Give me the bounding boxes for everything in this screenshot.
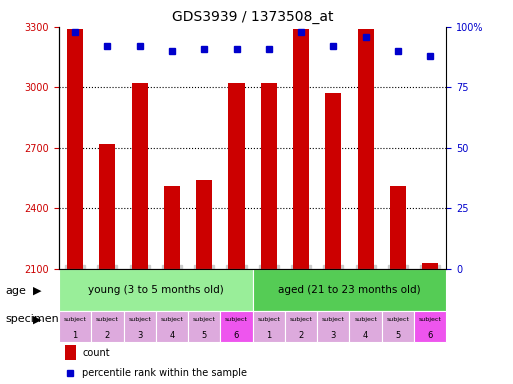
- Bar: [65, 345, 75, 361]
- Bar: [261, 83, 277, 269]
- Text: 4: 4: [169, 331, 174, 340]
- Text: subject: subject: [386, 317, 409, 322]
- Text: subject: subject: [290, 317, 312, 322]
- Bar: [196, 180, 212, 269]
- Bar: [132, 83, 148, 269]
- Bar: [293, 29, 309, 269]
- Text: percentile rank within the sample: percentile rank within the sample: [82, 368, 247, 378]
- Bar: [382, 311, 414, 342]
- Text: aged (21 to 23 months old): aged (21 to 23 months old): [278, 285, 421, 295]
- Text: subject: subject: [128, 317, 151, 322]
- Text: 5: 5: [396, 331, 401, 340]
- Bar: [156, 311, 188, 342]
- Bar: [414, 311, 446, 342]
- Bar: [325, 93, 342, 269]
- Text: 5: 5: [202, 331, 207, 340]
- Bar: [67, 29, 83, 269]
- Bar: [422, 263, 438, 269]
- Bar: [124, 311, 156, 342]
- Text: ▶: ▶: [33, 314, 42, 324]
- Text: specimen: specimen: [5, 314, 59, 324]
- Text: 4: 4: [363, 331, 368, 340]
- Text: subject: subject: [225, 317, 248, 322]
- Bar: [252, 269, 446, 311]
- Text: 2: 2: [299, 331, 304, 340]
- Bar: [317, 311, 349, 342]
- Bar: [100, 144, 115, 269]
- Bar: [252, 311, 285, 342]
- Text: age: age: [5, 286, 26, 296]
- Text: subject: subject: [96, 317, 119, 322]
- Text: subject: subject: [419, 317, 442, 322]
- Text: subject: subject: [161, 317, 184, 322]
- Text: 3: 3: [137, 331, 143, 340]
- Title: GDS3939 / 1373508_at: GDS3939 / 1373508_at: [172, 10, 333, 25]
- Text: ▶: ▶: [33, 286, 42, 296]
- Text: subject: subject: [64, 317, 87, 322]
- Text: young (3 to 5 months old): young (3 to 5 months old): [88, 285, 224, 295]
- Bar: [221, 311, 252, 342]
- Bar: [285, 311, 317, 342]
- Bar: [59, 269, 252, 311]
- Bar: [228, 83, 245, 269]
- Bar: [390, 186, 406, 269]
- Text: subject: subject: [354, 317, 377, 322]
- Bar: [59, 311, 91, 342]
- Text: 6: 6: [427, 331, 433, 340]
- Bar: [91, 311, 124, 342]
- Text: subject: subject: [322, 317, 345, 322]
- Text: 3: 3: [331, 331, 336, 340]
- Text: subject: subject: [258, 317, 280, 322]
- Bar: [358, 29, 373, 269]
- Text: 1: 1: [266, 331, 271, 340]
- Text: 1: 1: [72, 331, 78, 340]
- Bar: [349, 311, 382, 342]
- Text: 6: 6: [234, 331, 239, 340]
- Text: count: count: [82, 348, 110, 358]
- Bar: [164, 186, 180, 269]
- Text: subject: subject: [193, 317, 215, 322]
- Text: 2: 2: [105, 331, 110, 340]
- Bar: [188, 311, 221, 342]
